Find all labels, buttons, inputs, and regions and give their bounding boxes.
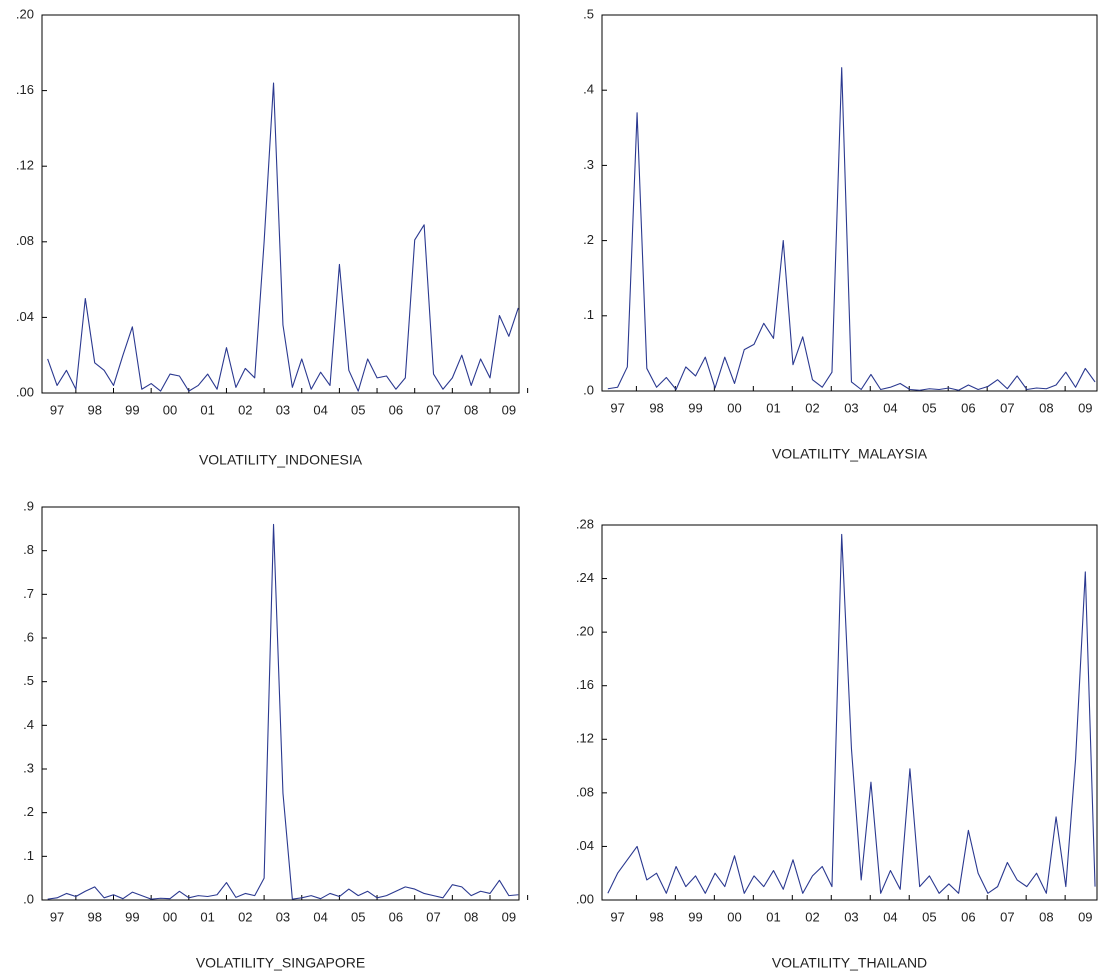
x-tick-label: 04: [883, 909, 897, 924]
y-tick-label: .6: [23, 629, 34, 644]
x-tick-label: 97: [50, 402, 64, 417]
y-tick-label: .4: [23, 717, 34, 732]
y-tick-label: .2: [23, 804, 34, 819]
x-tick-label: 05: [351, 402, 365, 417]
x-tick-label: 97: [50, 909, 64, 924]
y-tick-label: .28: [576, 516, 594, 531]
chart-title: VOLATILITY_INDONESIA: [199, 452, 363, 468]
plot-frame: [41, 14, 520, 394]
x-tick-label: 06: [961, 909, 975, 924]
y-tick-label: .16: [16, 82, 34, 97]
y-tick-label: .3: [583, 157, 594, 172]
x-tick-label: 06: [961, 400, 975, 415]
x-tick-label: 02: [238, 402, 252, 417]
y-tick-label: .20: [576, 624, 594, 639]
plot-frame: [41, 506, 520, 901]
y-tick-label: .00: [576, 891, 594, 906]
x-tick-label: 00: [163, 402, 177, 417]
x-tick-label: 98: [87, 402, 101, 417]
x-tick-label: 08: [464, 402, 478, 417]
x-tick-label: 04: [313, 402, 327, 417]
x-tick-label: 03: [844, 400, 858, 415]
x-tick-label: 00: [727, 400, 741, 415]
x-tick-label: 01: [200, 402, 214, 417]
x-tick-label: 06: [389, 909, 403, 924]
x-tick-label: 07: [1000, 909, 1014, 924]
x-tick-label: 01: [766, 400, 780, 415]
x-tick-label: 05: [922, 909, 936, 924]
x-tick-label: 01: [200, 909, 214, 924]
y-tick-label: .12: [16, 158, 34, 173]
x-tick-label: 03: [844, 909, 858, 924]
x-tick-label: 00: [163, 909, 177, 924]
y-tick-label: .00: [16, 384, 34, 399]
x-tick-label: 09: [1078, 909, 1092, 924]
x-tick-label: 98: [87, 909, 101, 924]
x-tick-label: 07: [426, 909, 440, 924]
x-tick-label: 09: [502, 402, 516, 417]
y-tick-label: .08: [16, 233, 34, 248]
series-line: [47, 523, 519, 900]
x-tick-label: 05: [351, 909, 365, 924]
x-tick-label: 99: [688, 909, 702, 924]
x-tick-label: 09: [1078, 400, 1092, 415]
x-tick-label: 99: [688, 400, 702, 415]
y-tick-label: .12: [576, 731, 594, 746]
x-tick-label: 07: [1000, 400, 1014, 415]
x-tick-label: 97: [610, 909, 624, 924]
x-tick-label: 06: [389, 402, 403, 417]
x-tick-label: 99: [125, 402, 139, 417]
x-tick-label: 07: [426, 402, 440, 417]
y-tick-label: .3: [23, 760, 34, 775]
y-tick-label: .0: [583, 382, 594, 397]
x-tick-label: 08: [1039, 909, 1053, 924]
x-tick-label: 03: [276, 909, 290, 924]
x-tick-label: 03: [276, 402, 290, 417]
series-line: [607, 67, 1096, 391]
y-tick-label: .5: [23, 673, 34, 688]
chart-title: VOLATILITY_THAILAND: [772, 955, 927, 971]
plot-frame: [601, 14, 1098, 392]
x-tick-label: 08: [464, 909, 478, 924]
y-tick-label: .4: [583, 82, 594, 97]
x-tick-label: 98: [649, 909, 663, 924]
y-tick-label: .9: [23, 498, 34, 513]
x-tick-label: 02: [805, 909, 819, 924]
y-tick-label: .04: [576, 838, 594, 853]
y-tick-label: .8: [23, 542, 34, 557]
y-tick-label: .08: [576, 784, 594, 799]
series-line: [47, 82, 519, 392]
y-tick-label: .0: [23, 891, 34, 906]
y-tick-label: .2: [583, 232, 594, 247]
y-tick-label: .04: [16, 309, 34, 324]
x-tick-label: 04: [313, 909, 327, 924]
x-tick-label: 04: [883, 400, 897, 415]
x-tick-label: 05: [922, 400, 936, 415]
x-tick-label: 98: [649, 400, 663, 415]
y-tick-label: .1: [23, 848, 34, 863]
x-tick-label: 01: [766, 909, 780, 924]
y-tick-label: .7: [23, 586, 34, 601]
plot-frame: [601, 524, 1098, 901]
y-tick-label: .5: [583, 6, 594, 21]
x-tick-label: 00: [727, 909, 741, 924]
x-tick-label: 09: [502, 909, 516, 924]
y-tick-label: .24: [576, 570, 594, 585]
y-tick-label: .16: [576, 677, 594, 692]
chart-title: VOLATILITY_MALAYSIA: [772, 446, 928, 462]
x-tick-label: 08: [1039, 400, 1053, 415]
x-tick-label: 02: [805, 400, 819, 415]
x-tick-label: 97: [610, 400, 624, 415]
y-tick-label: .20: [16, 6, 34, 21]
series-line: [607, 533, 1096, 894]
x-tick-label: 99: [125, 909, 139, 924]
x-tick-label: 02: [238, 909, 252, 924]
chart-title: VOLATILITY_SINGAPORE: [196, 955, 365, 971]
y-tick-label: .1: [583, 307, 594, 322]
